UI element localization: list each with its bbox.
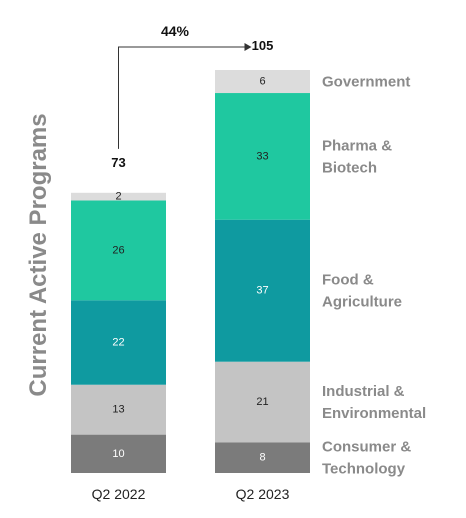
segment-label-line-1-0: Industrial & — [322, 382, 405, 399]
value-label-0-2: 22 — [112, 337, 124, 349]
segment-label-line-1-1: Environmental — [322, 404, 426, 421]
value-label-1-2: 37 — [256, 285, 268, 297]
value-label-1-0: 8 — [259, 452, 265, 464]
segment-label-line-4-0: Government — [322, 73, 410, 90]
segment-label-0: Consumer & Technology — [322, 438, 411, 477]
value-label-1-1: 21 — [256, 396, 268, 408]
value-label-0-3: 26 — [112, 244, 124, 256]
segment-label-line-3-0: Pharma & — [322, 137, 392, 154]
growth-label: 44% — [161, 23, 190, 39]
value-labels-group: 10 13 22 26 2 73 8 21 37 33 6 105 — [111, 38, 273, 464]
bar-segment-1-3 — [215, 93, 310, 220]
value-label-1-3: 33 — [256, 150, 268, 162]
total-label-1: 105 — [252, 38, 274, 53]
total-label-0: 73 — [111, 155, 125, 170]
segment-label-4: Government — [322, 73, 410, 90]
category-labels-group: Q2 2022 Q2 2023 — [92, 486, 290, 502]
bar-segment-0-3 — [71, 200, 166, 301]
bar-segment-0-4 — [71, 192, 166, 201]
bar-segment-1-1 — [215, 361, 310, 443]
bars-group — [71, 70, 310, 473]
bar-segment-0-2 — [71, 300, 166, 385]
value-label-0-4: 2 — [115, 191, 121, 203]
y-axis-title: Current Active Programs — [25, 113, 52, 396]
segment-label-line-0-0: Consumer & — [322, 438, 411, 455]
bar-segment-0-1 — [71, 384, 166, 435]
value-label-1-4: 6 — [259, 76, 265, 88]
segment-label-line-2-0: Food & — [322, 271, 374, 288]
category-label-1: Q2 2023 — [236, 486, 290, 502]
segment-label-3: Pharma & Biotech — [322, 137, 392, 176]
growth-arrow-head — [244, 43, 252, 51]
bar-segment-1-2 — [215, 219, 310, 362]
segment-label-line-3-1: Biotech — [322, 159, 377, 176]
value-label-0-1: 13 — [112, 404, 124, 416]
segment-label-2: Food & Agriculture — [322, 271, 402, 310]
bar-segment-1-4 — [215, 70, 310, 94]
category-label-0: Q2 2022 — [92, 486, 146, 502]
value-label-0-0: 10 — [112, 448, 124, 460]
bar-segment-1-0 — [215, 442, 310, 473]
growth-arrow-line — [118, 46, 245, 149]
bar-segment-0-0 — [71, 434, 166, 473]
growth-annotation: 44% — [118, 23, 252, 149]
segment-label-line-0-1: Technology — [322, 460, 406, 477]
segment-label-line-2-1: Agriculture — [322, 293, 402, 310]
segment-labels-group: Consumer & Technology Industrial & Environm… — [322, 73, 426, 477]
segment-label-1: Industrial & Environmental — [322, 382, 426, 421]
